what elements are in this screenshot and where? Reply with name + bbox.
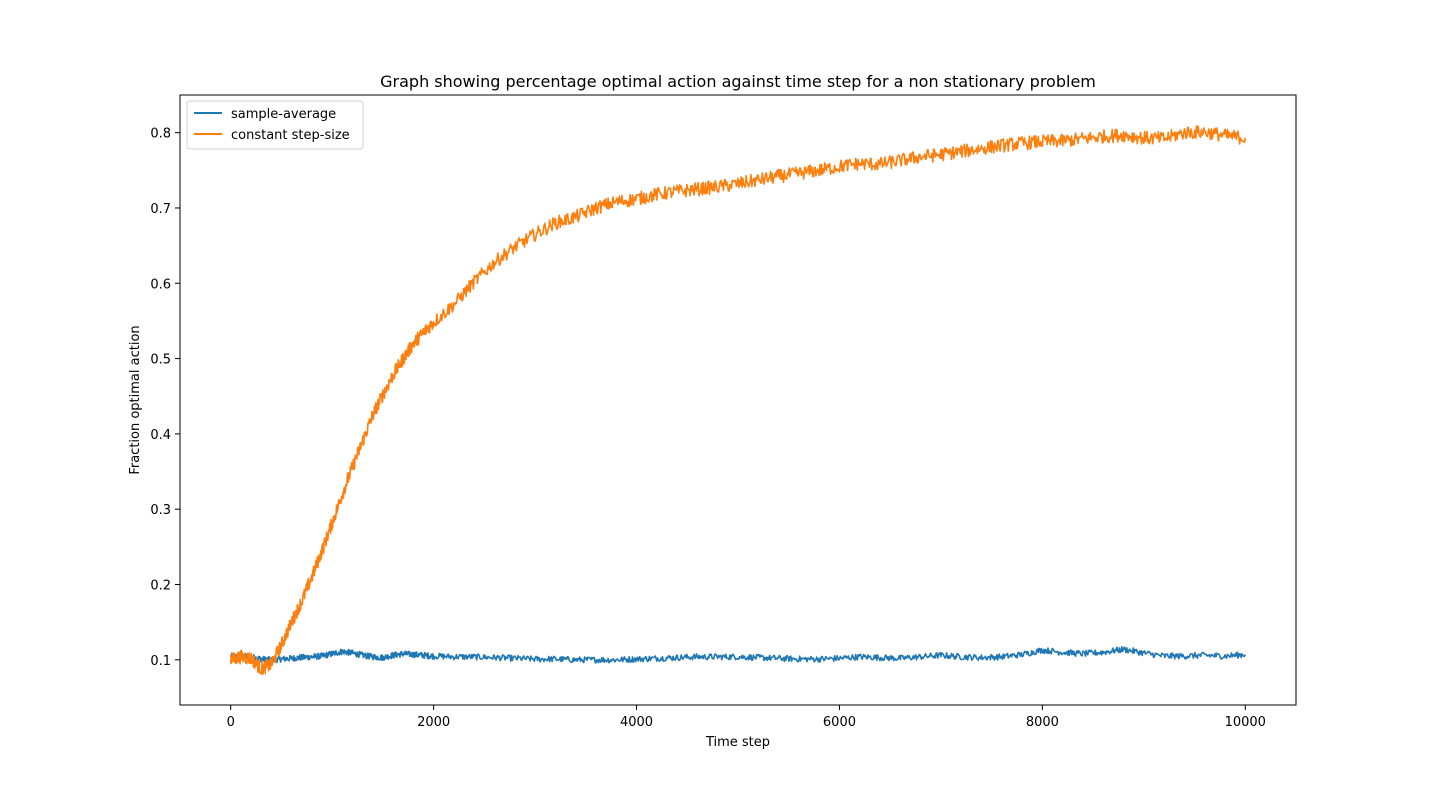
y-tick-label: 0.5 (150, 353, 171, 368)
series-line-constant-step-size (229, 125, 1247, 676)
series-line-sample-average (229, 645, 1247, 664)
series-lines-layer (229, 125, 1247, 676)
chart-title: Graph showing percentage optimal action … (380, 72, 1096, 91)
x-tick-label: 4000 (620, 715, 653, 730)
y-tick-label: 0.1 (150, 654, 171, 669)
legend-box (186, 100, 364, 150)
x-tick-label: 8000 (1026, 715, 1059, 730)
y-axis-label: Fraction optimal action (128, 325, 143, 474)
x-tick-label: 0 (227, 715, 235, 730)
x-tick-label: 6000 (823, 715, 856, 730)
y-tick-label: 0.6 (150, 277, 171, 292)
legend-label-sample-average: sample-average (231, 107, 336, 122)
legend-label-constant-step-size: constant step-size (231, 128, 350, 143)
y-tick-label: 0.7 (150, 202, 171, 217)
x-tick-label: 10000 (1225, 715, 1266, 730)
y-tick-label: 0.3 (150, 503, 171, 518)
legend: sample-average constant step-size (186, 100, 364, 150)
x-tick-label: 2000 (417, 715, 450, 730)
axis-ticks-layer: 0 2000 4000 6000 8000 10000 0.1 0.2 0.3 0.4 0.5 0.6… (150, 127, 1266, 730)
x-axis-label: Time step (705, 735, 770, 750)
y-tick-label: 0.2 (150, 579, 171, 594)
y-tick-label: 0.8 (150, 127, 171, 142)
plot-frame (179, 94, 1297, 706)
y-tick-label: 0.4 (150, 428, 171, 443)
